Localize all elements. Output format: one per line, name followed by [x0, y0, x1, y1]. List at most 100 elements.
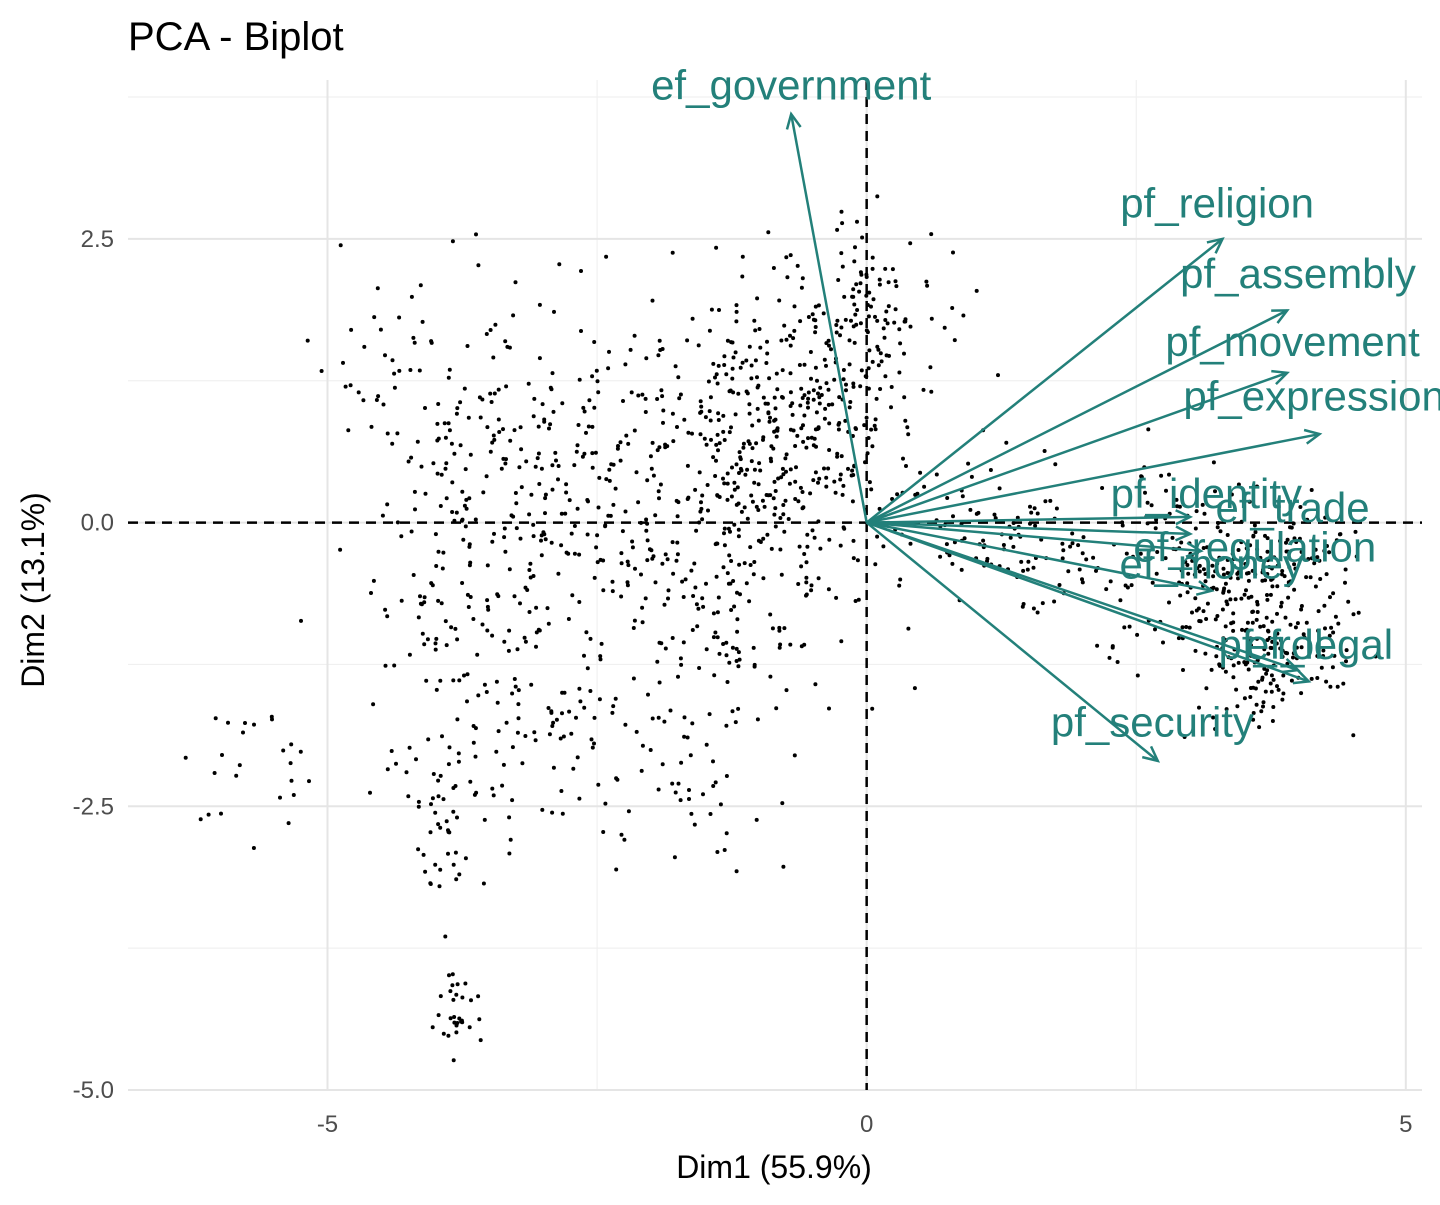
individual-point [457, 678, 462, 683]
individual-point [838, 477, 843, 482]
individual-point [395, 520, 400, 525]
individual-point [632, 618, 637, 623]
individual-point [213, 716, 218, 721]
individual-point [1035, 610, 1040, 615]
individual-point [690, 316, 695, 321]
individual-point [385, 767, 390, 772]
individual-point [1279, 638, 1283, 643]
individual-point [554, 458, 558, 463]
individual-point [418, 594, 422, 599]
individual-point [604, 477, 609, 482]
individual-point [419, 464, 424, 469]
individual-point [1222, 586, 1227, 591]
individual-point [581, 405, 586, 410]
individual-point [488, 391, 493, 396]
individual-point [843, 317, 848, 322]
individual-point [689, 568, 694, 573]
variable-label-pf-assembly: pf_assembly [1180, 250, 1416, 297]
individual-point [488, 328, 493, 332]
individual-point [666, 596, 670, 601]
individual-point [657, 496, 661, 501]
individual-point [711, 361, 716, 366]
individual-point [491, 355, 496, 360]
individual-point [678, 392, 683, 397]
individual-point [687, 788, 691, 792]
individual-point [784, 688, 789, 693]
individual-point [611, 502, 616, 507]
individual-point [1267, 636, 1272, 640]
individual-point [671, 439, 676, 444]
individual-point [183, 755, 188, 760]
individual-point [429, 340, 434, 345]
individual-point [800, 276, 805, 281]
individual-point [827, 706, 831, 711]
individual-point [458, 443, 463, 448]
individual-point [460, 489, 465, 494]
individual-point [850, 294, 855, 299]
individual-point [707, 328, 712, 333]
individual-point [1161, 640, 1165, 645]
individual-point [813, 325, 818, 329]
individual-point [636, 393, 641, 398]
individual-point [385, 431, 390, 436]
individual-point [433, 810, 438, 815]
individual-point [1270, 619, 1275, 624]
individual-point [1042, 449, 1047, 453]
individual-point [623, 362, 628, 367]
individual-point [578, 699, 583, 704]
individual-point [902, 351, 906, 356]
individual-point [448, 1016, 453, 1021]
individual-point [630, 545, 635, 550]
individual-point [761, 437, 765, 442]
individual-point [524, 459, 529, 464]
individual-point [416, 804, 421, 809]
individual-point [908, 541, 913, 546]
individual-point [1095, 643, 1100, 648]
individual-point [515, 647, 520, 652]
individual-point [1233, 597, 1238, 602]
individual-point [1304, 575, 1309, 580]
individual-point [288, 761, 293, 766]
individual-point [407, 745, 412, 750]
individual-point [1250, 610, 1255, 614]
individual-point [724, 640, 729, 645]
individual-point [827, 421, 832, 426]
individual-point [736, 706, 741, 711]
individual-point [462, 673, 466, 678]
individual-point [730, 376, 735, 381]
individual-point [634, 470, 639, 475]
individual-point [1201, 567, 1206, 572]
individual-point [383, 353, 387, 358]
individual-point [1279, 604, 1283, 609]
individual-point [837, 421, 842, 425]
individual-point [800, 396, 805, 400]
individual-point [518, 425, 523, 430]
individual-point [499, 466, 504, 471]
individual-point [639, 572, 643, 577]
individual-point [506, 648, 511, 653]
individual-point [1021, 568, 1026, 573]
individual-point [1283, 615, 1288, 620]
individual-point [1246, 667, 1251, 672]
individual-point [826, 466, 831, 471]
individual-point [523, 639, 528, 644]
individual-point [795, 263, 800, 268]
individual-point [1211, 460, 1216, 465]
individual-point [1286, 583, 1291, 588]
individual-point [1265, 593, 1269, 597]
individual-point [343, 384, 348, 389]
individual-point [694, 602, 699, 607]
individual-point [516, 716, 521, 721]
individual-point [934, 472, 939, 477]
individual-point [1193, 596, 1198, 601]
individual-point [854, 282, 859, 287]
individual-point [725, 338, 730, 343]
individual-point [779, 475, 784, 480]
individual-point [1231, 611, 1236, 616]
individual-point [476, 994, 481, 999]
individual-point [1291, 655, 1295, 660]
individual-point [725, 497, 730, 502]
individual-point [714, 442, 719, 447]
individual-point [626, 441, 631, 446]
individual-point [1094, 568, 1098, 573]
